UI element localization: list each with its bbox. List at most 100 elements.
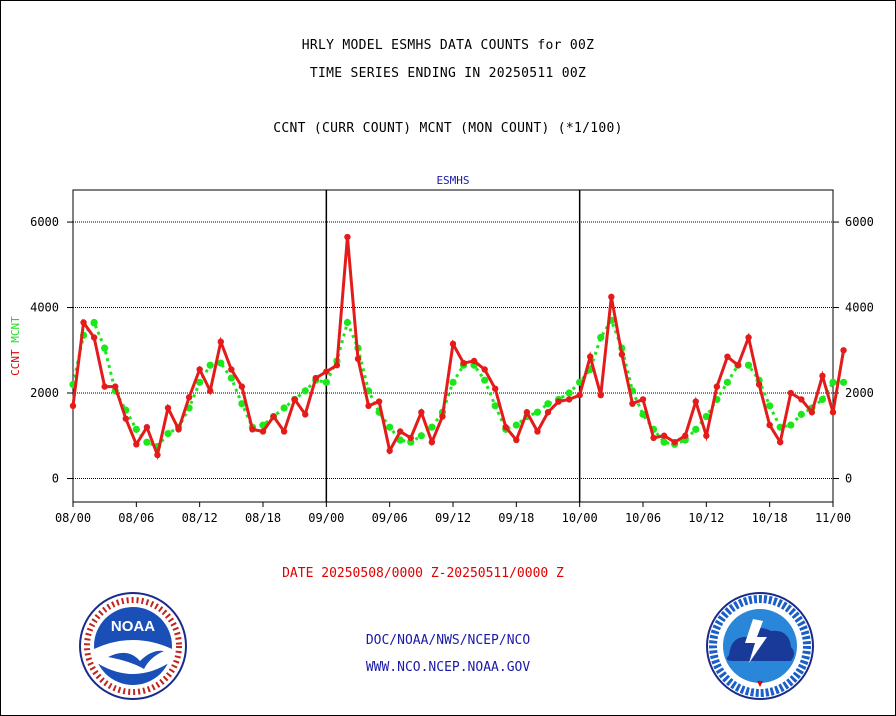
data-point-mcnt	[839, 378, 848, 386]
data-point-ccnt	[639, 396, 647, 403]
chart-title: ESMHS	[436, 174, 469, 187]
data-point-ccnt	[175, 426, 182, 433]
y-axis-label-part: MCNT	[9, 316, 22, 349]
data-point-ccnt	[397, 428, 404, 435]
data-point-mcnt	[449, 378, 457, 386]
data-point-ccnt	[587, 353, 594, 360]
data-point-ccnt	[734, 362, 742, 369]
data-point-mcnt	[238, 400, 246, 408]
y-axis-label-part: CCNT	[9, 349, 22, 376]
data-point-ccnt	[513, 436, 520, 444]
y-tick-label-right: 2000	[845, 386, 874, 400]
data-point-ccnt	[312, 374, 319, 382]
series-line-ccnt	[71, 236, 846, 461]
data-point-mcnt	[818, 395, 827, 404]
x-tick-label: 09/12	[435, 511, 471, 525]
data-point-ccnt	[217, 338, 224, 345]
data-point-ccnt	[375, 398, 383, 405]
data-point-ccnt	[259, 428, 267, 435]
data-point-mcnt	[396, 436, 404, 444]
data-point-ccnt	[597, 391, 604, 399]
y-axis-label: CCNT MCNT	[9, 316, 22, 376]
data-point-ccnt	[185, 394, 193, 401]
data-point-ccnt	[280, 428, 288, 435]
y-tick-label-right: 0	[845, 471, 852, 485]
data-point-ccnt	[365, 402, 372, 410]
data-point-ccnt	[608, 293, 615, 301]
data-point-ccnt	[418, 409, 425, 416]
data-point-mcnt	[787, 421, 795, 429]
data-point-ccnt	[555, 398, 562, 405]
organization-label: DOC/NOAA/NWS/NCEP/NCO	[365, 633, 531, 648]
data-point-ccnt	[671, 438, 678, 446]
data-point-ccnt	[69, 402, 77, 410]
data-point-ccnt	[481, 366, 488, 373]
data-point-mcnt	[217, 359, 225, 367]
data-point-ccnt	[449, 340, 457, 348]
data-point-ccnt	[154, 451, 161, 459]
data-point-mcnt	[491, 402, 499, 410]
data-point-ccnt	[333, 362, 341, 369]
data-point-mcnt	[639, 410, 647, 418]
header-title-line1: HRLY MODEL ESMHS DATA COUNTS for 00Z	[301, 38, 595, 53]
data-point-ccnt	[502, 424, 509, 431]
data-point-mcnt	[766, 402, 774, 410]
data-point-mcnt	[597, 333, 605, 342]
date-range-label: DATE 20250508/0000 Z-20250511/0000 Z	[282, 566, 564, 581]
data-point-mcnt	[343, 318, 352, 327]
data-point-mcnt	[660, 438, 668, 446]
data-point-mcnt	[101, 344, 109, 352]
y-tick-label-left: 6000	[30, 215, 59, 229]
data-point-mcnt	[143, 438, 151, 446]
data-point-ccnt	[228, 366, 235, 373]
data-point-ccnt	[354, 355, 362, 363]
data-point-ccnt	[523, 409, 531, 416]
data-point-ccnt	[196, 366, 203, 373]
data-point-mcnt	[164, 430, 172, 438]
data-point-ccnt	[829, 409, 837, 416]
data-point-ccnt	[492, 385, 499, 392]
data-point-ccnt	[323, 368, 330, 375]
data-point-mcnt	[702, 412, 710, 421]
data-point-ccnt	[270, 413, 277, 420]
data-point-mcnt	[227, 374, 235, 382]
data-point-mcnt	[512, 421, 520, 429]
x-tick-label: 08/06	[118, 511, 154, 525]
data-point-mcnt	[132, 425, 140, 433]
data-point-mcnt	[829, 378, 837, 386]
noaa-logo-icon: NOAA	[79, 592, 187, 700]
data-point-ccnt	[755, 381, 763, 388]
data-point-ccnt	[544, 409, 552, 416]
data-point-ccnt	[386, 447, 393, 454]
data-point-mcnt	[797, 410, 805, 418]
data-point-ccnt	[249, 426, 256, 433]
data-point-ccnt	[713, 383, 721, 390]
data-point-ccnt	[629, 400, 636, 407]
y-tick-label-left: 2000	[30, 386, 59, 400]
x-tick-label: 10/06	[625, 511, 661, 525]
data-point-mcnt	[544, 400, 552, 408]
data-point-ccnt	[798, 396, 805, 403]
y-tick-label-left: 0	[52, 471, 59, 485]
data-point-ccnt	[692, 398, 699, 405]
data-point-ccnt	[819, 372, 826, 380]
data-point-mcnt	[565, 389, 573, 397]
data-point-ccnt	[745, 334, 752, 341]
data-point-ccnt	[470, 357, 478, 365]
data-point-ccnt	[164, 404, 172, 412]
data-point-ccnt	[724, 353, 731, 360]
noaa-logo-text: NOAA	[111, 618, 155, 635]
data-point-mcnt	[744, 361, 753, 369]
data-point-ccnt	[460, 359, 467, 367]
x-tick-label: 10/18	[752, 511, 788, 525]
data-point-ccnt	[703, 432, 710, 439]
data-point-mcnt	[322, 378, 330, 386]
data-point-mcnt	[692, 425, 700, 433]
data-point-ccnt	[808, 409, 816, 416]
x-tick-label: 09/06	[372, 511, 408, 525]
y-tick-label-right: 6000	[845, 215, 874, 229]
data-point-ccnt	[777, 438, 784, 446]
x-tick-label: 08/18	[245, 511, 281, 525]
data-point-mcnt	[428, 423, 436, 431]
data-point-ccnt	[428, 438, 436, 446]
